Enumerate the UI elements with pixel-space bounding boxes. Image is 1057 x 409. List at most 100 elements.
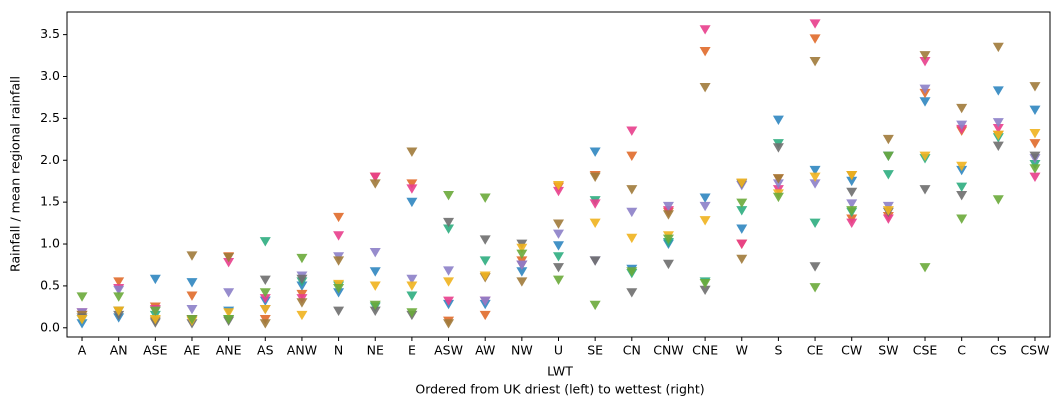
- marker: [956, 214, 968, 224]
- x-tick-label: CE: [807, 343, 824, 358]
- marker: [992, 130, 1004, 141]
- marker: [1029, 129, 1041, 139]
- marker: [699, 201, 711, 212]
- marker: [809, 283, 821, 293]
- marker: [369, 247, 381, 258]
- x-tick-label: CN: [623, 343, 641, 358]
- marker: [589, 256, 601, 266]
- marker: [369, 281, 381, 291]
- x-tick-label: AN: [110, 343, 128, 358]
- marker: [186, 251, 198, 261]
- marker: [443, 296, 455, 306]
- marker: [919, 151, 931, 162]
- marker: [882, 134, 894, 145]
- marker: [296, 253, 308, 264]
- x-tick-label: A: [78, 343, 87, 358]
- marker: [553, 263, 564, 273]
- y-tick-label: 1.5: [40, 194, 60, 209]
- x-tick-label: C: [957, 343, 966, 358]
- x-axis-note: Ordered from UK driest (left) to wettest…: [415, 382, 704, 397]
- marker: [809, 165, 821, 176]
- marker: [919, 51, 931, 61]
- marker: [76, 292, 88, 302]
- marker: [149, 315, 161, 325]
- marker: [919, 97, 931, 107]
- marker: [113, 277, 125, 287]
- marker: [772, 174, 784, 184]
- marker: [553, 275, 564, 285]
- marker: [809, 34, 821, 44]
- marker: [882, 214, 894, 224]
- x-tick-label: AS: [257, 343, 274, 358]
- marker: [479, 193, 491, 203]
- marker: [223, 315, 235, 325]
- marker: [662, 234, 674, 244]
- marker: [553, 180, 564, 191]
- marker: [149, 306, 161, 316]
- marker: [699, 46, 711, 57]
- x-tick-label: AW: [475, 343, 495, 358]
- marker: [1029, 164, 1041, 174]
- x-tick-label: E: [408, 343, 416, 358]
- marker: [406, 274, 418, 285]
- marker: [1029, 139, 1041, 149]
- marker: [479, 296, 491, 306]
- marker: [919, 263, 931, 273]
- marker: [1029, 172, 1041, 182]
- marker: [956, 103, 968, 114]
- marker: [516, 249, 528, 260]
- marker: [369, 172, 381, 182]
- x-tick-label: NE: [367, 343, 384, 358]
- marker: [553, 219, 564, 229]
- y-axis-label: Rainfall / mean regional rainfall: [8, 76, 23, 272]
- marker: [516, 243, 528, 254]
- marker: [553, 229, 564, 239]
- marker: [956, 120, 968, 131]
- marker: [992, 42, 1004, 53]
- marker: [846, 218, 858, 229]
- marker: [1029, 151, 1041, 162]
- x-tick-label: CNE: [692, 343, 718, 358]
- y-tick-label: 1.0: [40, 236, 60, 251]
- marker: [809, 262, 821, 272]
- marker: [846, 170, 858, 181]
- marker: [406, 197, 418, 208]
- x-tick-label: SW: [878, 343, 898, 358]
- marker: [369, 179, 381, 189]
- marker: [846, 206, 858, 216]
- marker: [662, 201, 674, 212]
- marker: [76, 315, 88, 325]
- marker: [553, 186, 564, 197]
- x-tick-label: S: [774, 343, 782, 358]
- marker: [882, 206, 894, 216]
- y-tick-label: 0.0: [40, 319, 60, 334]
- marker: [516, 267, 528, 277]
- marker: [772, 143, 784, 153]
- marker: [443, 191, 455, 201]
- marker: [992, 195, 1004, 205]
- marker: [589, 218, 601, 229]
- x-tick-label: NW: [511, 343, 533, 358]
- marker: [919, 185, 931, 195]
- marker: [443, 277, 455, 287]
- marker: [626, 267, 638, 277]
- marker: [296, 310, 308, 321]
- y-tick-label: 3.0: [40, 68, 60, 83]
- x-tick-label: U: [554, 343, 563, 358]
- marker: [589, 199, 601, 209]
- marker: [699, 216, 711, 226]
- y-tick-label: 2.0: [40, 152, 60, 167]
- marker: [992, 141, 1004, 151]
- marker: [846, 199, 858, 209]
- marker: [736, 178, 748, 188]
- marker: [333, 306, 345, 316]
- marker: [333, 212, 345, 223]
- marker: [333, 284, 345, 294]
- marker: [699, 82, 711, 93]
- x-tick-label: CS: [990, 343, 1007, 358]
- marker: [369, 267, 381, 277]
- marker: [406, 308, 418, 318]
- marker: [113, 292, 125, 302]
- marker: [736, 224, 748, 234]
